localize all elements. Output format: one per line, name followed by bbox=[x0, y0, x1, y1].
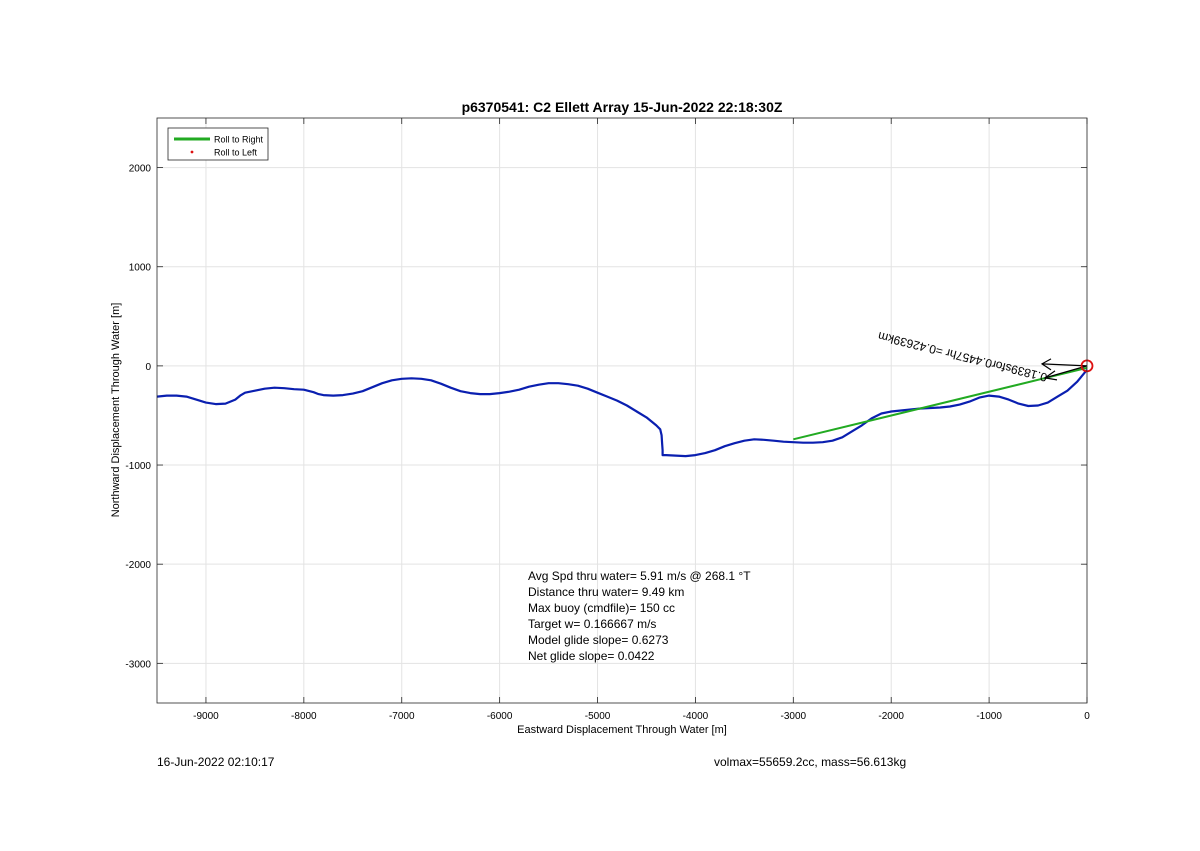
x-tick-label: -5000 bbox=[585, 711, 611, 722]
x-tick-label: -3000 bbox=[781, 711, 807, 722]
y-axis-label: Northward Displacement Through Water [m] bbox=[110, 303, 122, 518]
plot-frame bbox=[156, 117, 1088, 704]
footer-volmax-mass: volmax=55659.2cc, mass=56.613kg bbox=[714, 755, 907, 769]
y-tick-label: 2000 bbox=[129, 164, 152, 175]
x-tick-label: -4000 bbox=[683, 711, 709, 722]
legend-label: Roll to Left bbox=[214, 148, 258, 158]
footer-timestamp: 16-Jun-2022 02:10:17 bbox=[157, 755, 275, 769]
series-layer bbox=[157, 366, 1087, 458]
stats-line: Distance thru water= 9.49 km bbox=[528, 585, 684, 599]
stats-line: Net glide slope= 0.0422 bbox=[528, 649, 655, 663]
drift-arrow bbox=[1041, 363, 1088, 367]
y-tick-label: -3000 bbox=[125, 659, 151, 670]
legend-label: Roll to Right bbox=[214, 135, 264, 145]
plot-area bbox=[157, 118, 1087, 703]
stats-line: Model glide slope= 0.6273 bbox=[528, 633, 669, 647]
x-axis-label: Eastward Displacement Through Water [m] bbox=[517, 724, 727, 736]
axis-ticks: -9000 -8000 -7000 -6000 -5000 -4000 -3000 -2000… bbox=[125, 118, 1090, 722]
y-tick-label: -1000 bbox=[125, 461, 151, 472]
x-tick-label: -6000 bbox=[487, 711, 513, 722]
stats-line: Avg Spd thru water= 5.91 m/s @ 268.1 °T bbox=[528, 569, 751, 583]
x-tick-label: -8000 bbox=[291, 711, 317, 722]
stats-line: Target w= 0.166667 m/s bbox=[528, 617, 656, 631]
grid-lines bbox=[157, 118, 1088, 703]
stats-block: Avg Spd thru water= 5.91 m/s @ 268.1 °T D… bbox=[528, 569, 751, 663]
roll-right-segment bbox=[793, 366, 1087, 441]
current-arrow bbox=[1044, 365, 1088, 379]
x-tick-label: -9000 bbox=[193, 711, 219, 722]
y-tick-label: 0 bbox=[145, 362, 151, 373]
x-tick-label: -1000 bbox=[976, 711, 1002, 722]
y-tick-label: -2000 bbox=[125, 560, 151, 571]
x-tick-label: 0 bbox=[1084, 711, 1090, 722]
legend-box bbox=[167, 127, 269, 161]
chart-title: p6370541: C2 Ellett Array 15-Jun-2022 22… bbox=[462, 99, 783, 115]
legend: Roll to Right Roll to Left bbox=[167, 127, 269, 161]
legend-dot-sample bbox=[190, 150, 194, 154]
x-tick-label: -7000 bbox=[389, 711, 415, 722]
current-arrowhead bbox=[1043, 370, 1058, 381]
x-tick-label: -2000 bbox=[878, 711, 904, 722]
stats-line: Max buoy (cmdfile)= 150 cc bbox=[528, 601, 675, 615]
y-tick-label: 1000 bbox=[129, 263, 152, 274]
drift-arrowhead bbox=[1040, 358, 1052, 371]
